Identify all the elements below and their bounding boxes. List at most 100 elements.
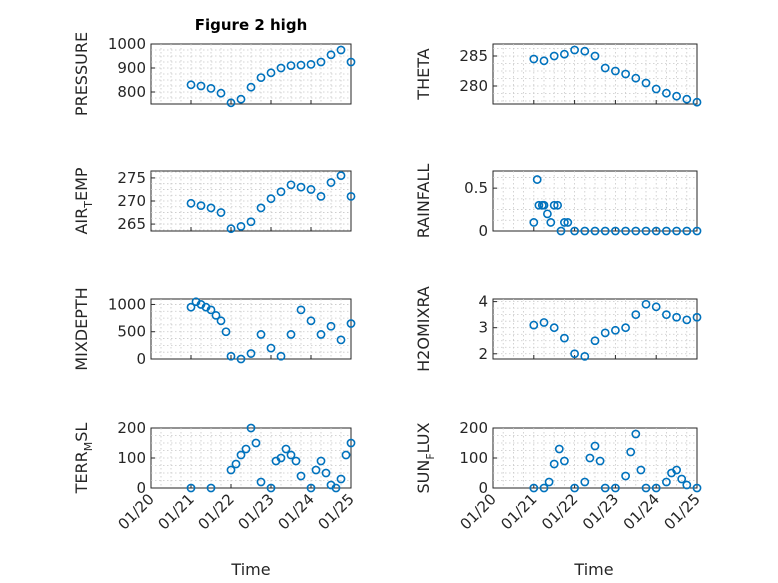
data-point: [590, 336, 600, 346]
data-point: [672, 465, 681, 475]
data-point: [580, 226, 590, 236]
data-point: [206, 84, 216, 93]
data-point: [296, 60, 306, 70]
data-point: [221, 327, 231, 337]
data-point: [186, 198, 196, 208]
y-tick-label: 800: [117, 83, 146, 101]
data-point: [692, 312, 702, 322]
data-point: [651, 226, 661, 236]
x-axis-label-right: Time: [573, 560, 613, 579]
data-point: [286, 330, 296, 339]
data-point: [600, 63, 610, 73]
data-point: [546, 218, 556, 227]
y-tick-label: 0.5: [464, 179, 488, 197]
data-point: [580, 477, 590, 487]
data-point: [611, 325, 620, 335]
data-point: [560, 49, 569, 59]
data-point: [677, 474, 687, 484]
data-point: [641, 483, 651, 493]
data-point: [256, 73, 266, 82]
axes-box: [492, 170, 698, 232]
data-point: [529, 54, 539, 64]
data-point: [662, 477, 671, 487]
data-point: [672, 312, 681, 322]
y-tick-label: 200: [459, 419, 488, 437]
subplot-h2omixra: 2 3 4 H2OMIXRA: [414, 286, 702, 372]
data-point: [532, 175, 542, 184]
data-point: [560, 218, 569, 227]
data-point: [600, 328, 610, 338]
data-point: [326, 50, 336, 60]
data-point: [626, 447, 636, 457]
data-point: [226, 465, 236, 475]
data-point: [206, 305, 216, 315]
data-point: [590, 51, 600, 61]
y-tick-label: 280: [459, 77, 488, 95]
data-point: [286, 61, 296, 70]
data-point: [529, 483, 539, 493]
y-tick-label: 0: [136, 350, 146, 368]
y-axis-label: TERRMSL: [72, 423, 95, 495]
data-point: [346, 57, 356, 67]
data-point: [236, 354, 246, 364]
data-point: [563, 218, 573, 227]
data-point: [211, 310, 221, 320]
data-point: [611, 226, 620, 236]
data-point: [682, 480, 692, 490]
subplot-pressure: 800 900 1000 PRESSURE: [72, 32, 356, 116]
data-point: [336, 474, 346, 484]
data-point: [296, 182, 306, 192]
y-tick-label: 100: [117, 449, 146, 467]
y-tick-label: 200: [117, 419, 146, 437]
data-point: [246, 82, 256, 92]
data-point: [286, 450, 296, 460]
data-point: [346, 191, 356, 201]
y-tick-label: 900: [117, 59, 146, 77]
data-point: [539, 318, 549, 327]
data-point: [246, 423, 256, 433]
data-point: [306, 185, 316, 194]
data-point: [543, 209, 552, 219]
data-point: [196, 201, 206, 211]
data-point: [621, 471, 630, 481]
data-point: [341, 450, 351, 460]
y-tick-label: 2: [478, 345, 488, 363]
data-point: [662, 226, 671, 236]
data-point: [631, 73, 641, 83]
data-point: [306, 316, 316, 326]
data-point: [346, 319, 356, 328]
data-point: [236, 221, 246, 231]
data-point: [296, 471, 306, 481]
data-point: [226, 351, 236, 361]
data-point: [276, 63, 286, 73]
y-tick-label: 1000: [108, 295, 146, 313]
data-point: [570, 226, 579, 236]
data-point: [306, 60, 316, 69]
data-point: [216, 208, 226, 217]
y-tick-label: 285: [459, 47, 488, 65]
data-point: [326, 321, 336, 331]
data-point: [316, 456, 326, 466]
data-point: [256, 203, 266, 213]
data-point: [662, 310, 671, 320]
data-point: [600, 483, 610, 493]
x-axis-label-left: Time: [230, 560, 270, 579]
data-point: [206, 483, 216, 493]
data-point: [316, 330, 326, 339]
data-point: [590, 226, 600, 236]
data-point: [539, 483, 549, 493]
data-point: [672, 91, 681, 101]
data-point: [276, 453, 286, 463]
data-point: [266, 343, 276, 353]
data-point: [595, 456, 605, 466]
data-point: [226, 98, 236, 108]
data-point: [216, 316, 226, 326]
data-point: [554, 444, 564, 454]
y-axis-label: THETA: [414, 48, 433, 100]
data-point: [331, 483, 341, 493]
data-point: [611, 66, 620, 76]
figure-title: Figure 2 high: [195, 16, 308, 34]
data-point: [682, 315, 692, 325]
data-point: [276, 351, 286, 361]
data-point: [306, 483, 316, 493]
